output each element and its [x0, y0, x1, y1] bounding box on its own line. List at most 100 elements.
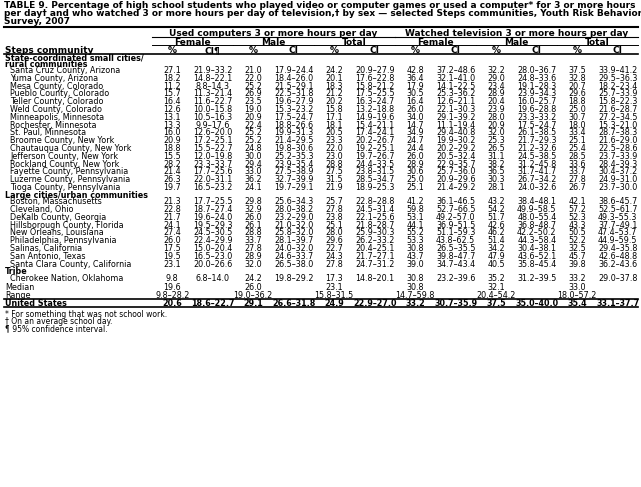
Text: 21.6–29.0: 21.6–29.0: [598, 136, 637, 145]
Text: Jefferson County, New York: Jefferson County, New York: [10, 152, 118, 161]
Text: 33.2: 33.2: [569, 274, 586, 283]
Text: 52.5–61.7: 52.5–61.7: [598, 205, 638, 214]
Text: 25.3: 25.3: [487, 136, 505, 145]
Text: 37.7–49.1: 37.7–49.1: [598, 221, 637, 229]
Text: 29.0: 29.0: [487, 74, 505, 83]
Text: 28.5–34.7: 28.5–34.7: [355, 175, 394, 184]
Text: 26.1: 26.1: [244, 221, 262, 229]
Text: 20.7: 20.7: [569, 81, 586, 91]
Text: Fayette County, Pennsylvania: Fayette County, Pennsylvania: [10, 168, 128, 176]
Text: 24.2: 24.2: [326, 66, 343, 75]
Text: 24.5–38.5: 24.5–38.5: [517, 152, 556, 161]
Text: 28.5: 28.5: [569, 152, 586, 161]
Text: 15.3–23.2: 15.3–23.2: [274, 105, 313, 114]
Text: 22.7: 22.7: [326, 244, 343, 253]
Text: 26.9: 26.9: [244, 89, 262, 98]
Text: 17.5: 17.5: [163, 244, 181, 253]
Text: 32.7–39.9: 32.7–39.9: [274, 175, 313, 184]
Text: 47.4–53.7: 47.4–53.7: [598, 228, 637, 237]
Text: 22.5–28.6: 22.5–28.6: [598, 144, 638, 153]
Text: 11.1–19.4: 11.1–19.4: [436, 121, 476, 130]
Text: 12.6–20.0: 12.6–20.0: [193, 129, 233, 137]
Text: 26.1–38.5: 26.1–38.5: [517, 129, 556, 137]
Text: 49.2–57.0: 49.2–57.0: [436, 213, 476, 222]
Text: 21.4–29.5: 21.4–29.5: [274, 136, 313, 145]
Text: Male: Male: [504, 37, 529, 47]
Text: 33.2: 33.2: [405, 299, 425, 308]
Text: 20.2–29.2: 20.2–29.2: [436, 144, 476, 153]
Text: 17.7–25.5: 17.7–25.5: [193, 197, 233, 206]
Text: 21.7–29.3: 21.7–29.3: [517, 136, 556, 145]
Text: 29.8: 29.8: [244, 197, 262, 206]
Text: 42.6–48.8: 42.6–48.8: [598, 252, 637, 261]
Text: 18.9–25.3: 18.9–25.3: [355, 183, 394, 192]
Text: 17.9: 17.9: [406, 81, 424, 91]
Text: 20.0–26.6: 20.0–26.6: [193, 260, 233, 268]
Text: 27.8: 27.8: [244, 244, 262, 253]
Text: TABLE 9. Percentage of high school students who played video or computer games o: TABLE 9. Percentage of high school stude…: [4, 1, 635, 10]
Text: 29.1–39.2: 29.1–39.2: [436, 113, 476, 122]
Text: 59.8: 59.8: [406, 205, 424, 214]
Text: 14.1–22.5: 14.1–22.5: [436, 81, 476, 91]
Text: 20.6: 20.6: [162, 299, 182, 308]
Text: Pueblo County, Colorado: Pueblo County, Colorado: [10, 89, 109, 98]
Text: 27.1: 27.1: [163, 66, 181, 75]
Text: 25.2: 25.2: [244, 81, 262, 91]
Text: 32.0: 32.0: [487, 129, 505, 137]
Text: per day† and who watched 3 or more hours per day of television,† by sex — select: per day† and who watched 3 or more hours…: [4, 9, 641, 18]
Text: 24.4–33.5: 24.4–33.5: [355, 160, 394, 169]
Text: 39.0: 39.0: [406, 260, 424, 268]
Text: 32.1: 32.1: [487, 283, 505, 292]
Text: 27.8: 27.8: [326, 205, 343, 214]
Text: 15.3–21.0: 15.3–21.0: [598, 121, 637, 130]
Text: rural communities: rural communities: [5, 59, 88, 69]
Text: 51.4: 51.4: [487, 236, 505, 245]
Text: 11.6–22.7: 11.6–22.7: [193, 97, 233, 106]
Text: 52.7–66.5: 52.7–66.5: [436, 205, 476, 214]
Text: 29.4–35.8: 29.4–35.8: [598, 244, 637, 253]
Text: 37.5: 37.5: [569, 66, 586, 75]
Text: 18.8–26.6: 18.8–26.6: [274, 121, 313, 130]
Text: 14.9–19.6: 14.9–19.6: [355, 113, 394, 122]
Text: † On an average school day.: † On an average school day.: [5, 317, 112, 326]
Text: 29.5–36.3: 29.5–36.3: [598, 74, 637, 83]
Text: 34.0: 34.0: [406, 113, 424, 122]
Text: Median: Median: [5, 283, 34, 292]
Text: 43.2: 43.2: [487, 197, 505, 206]
Text: 18.1: 18.1: [326, 121, 343, 130]
Text: 28.9: 28.9: [244, 252, 262, 261]
Text: 21.2–32.6: 21.2–32.6: [517, 144, 556, 153]
Text: 24.7–31.2: 24.7–31.2: [355, 260, 394, 268]
Text: 31.2–45.8: 31.2–45.8: [517, 160, 556, 169]
Text: 28.0: 28.0: [326, 228, 343, 237]
Text: 21.3: 21.3: [163, 197, 181, 206]
Text: 8.8–14.3: 8.8–14.3: [196, 81, 229, 91]
Text: CI¶: CI¶: [205, 46, 221, 55]
Text: 33.6: 33.6: [569, 160, 586, 169]
Text: 14.8–22.1: 14.8–22.1: [193, 74, 233, 83]
Text: 21.9: 21.9: [326, 183, 343, 192]
Text: 20.2: 20.2: [326, 97, 343, 106]
Text: 22.4–29.9: 22.4–29.9: [193, 236, 233, 245]
Text: 20.9: 20.9: [244, 113, 262, 122]
Text: 36.4: 36.4: [406, 74, 424, 83]
Text: 27.8: 27.8: [326, 260, 343, 268]
Text: 15.8–31.5: 15.8–31.5: [315, 291, 354, 300]
Text: 24.5–31.4: 24.5–31.4: [355, 205, 394, 214]
Text: 42.8: 42.8: [406, 66, 424, 75]
Text: 22.9–27.0: 22.9–27.0: [353, 299, 397, 308]
Text: 25.1: 25.1: [326, 221, 343, 229]
Text: 16.4: 16.4: [163, 97, 181, 106]
Text: 19.9–31.3: 19.9–31.3: [274, 129, 313, 137]
Text: 33.1–37.7: 33.1–37.7: [596, 299, 639, 308]
Text: 23.4: 23.4: [487, 81, 505, 91]
Text: 27.5–38.9: 27.5–38.9: [274, 168, 313, 176]
Text: 52.3: 52.3: [569, 213, 586, 222]
Text: 11.3–21.4: 11.3–21.4: [193, 89, 232, 98]
Text: 24.8: 24.8: [244, 144, 262, 153]
Text: 21.6–28.7: 21.6–28.7: [598, 105, 637, 114]
Text: 20.9: 20.9: [163, 136, 181, 145]
Text: 15.8–22.3: 15.8–22.3: [598, 97, 637, 106]
Text: 29.6: 29.6: [326, 236, 343, 245]
Text: 26.7: 26.7: [569, 183, 586, 192]
